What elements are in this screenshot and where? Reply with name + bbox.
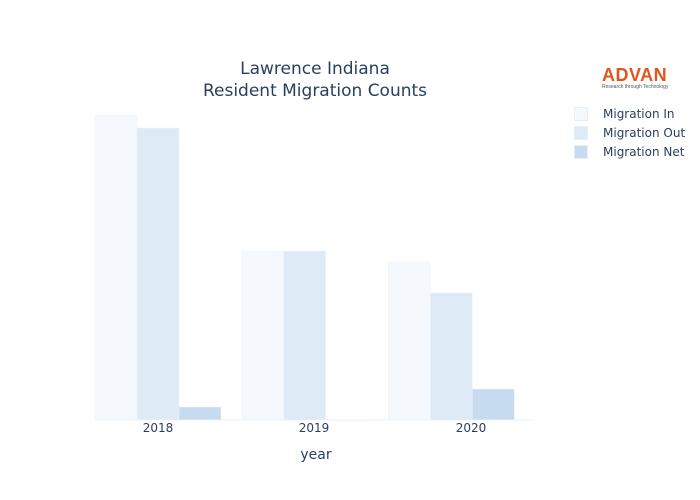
legend-label-migration-net: Migration Net [603,145,685,159]
x-tick-label-2020: 2020 [455,421,487,435]
bar-migration-out-2019[interactable] [283,250,326,421]
legend-item-migration-net[interactable]: Migration Net [574,144,684,160]
advan-logo: ADVAN Research through Technology [602,66,672,90]
bars-group [94,114,515,421]
legend-item-migration-out[interactable]: Migration Out [574,125,685,141]
legend-label-migration-in: Migration In [603,107,675,121]
bar-migration-in-2018[interactable] [94,114,138,421]
chart-title-line2: Resident Migration Counts [202,81,428,101]
x-tick-label-2018: 2018 [142,421,174,435]
bar-migration-in-2019[interactable] [241,250,284,421]
bar-migration-net-2020[interactable] [472,388,515,421]
legend-swatch-migration-out [574,126,588,140]
logo-tagline: Research through Technology [602,84,669,90]
logo-text: ADVAN [602,65,668,85]
bar-migration-out-2018[interactable] [136,127,180,421]
legend-label-migration-out: Migration Out [603,126,686,140]
bar-migration-in-2020[interactable] [388,261,431,421]
legend-swatch-migration-net [574,145,588,159]
bar-migration-net-2018[interactable] [178,406,222,421]
bar-migration-out-2020[interactable] [430,292,473,421]
x-axis-title: year [300,447,332,463]
legend-swatch-migration-in [574,107,588,121]
chart-title-line1: Lawrence Indiana [240,59,390,79]
x-tick-label-2019: 2019 [298,421,330,435]
legend-item-migration-in[interactable]: Migration In [574,106,675,122]
